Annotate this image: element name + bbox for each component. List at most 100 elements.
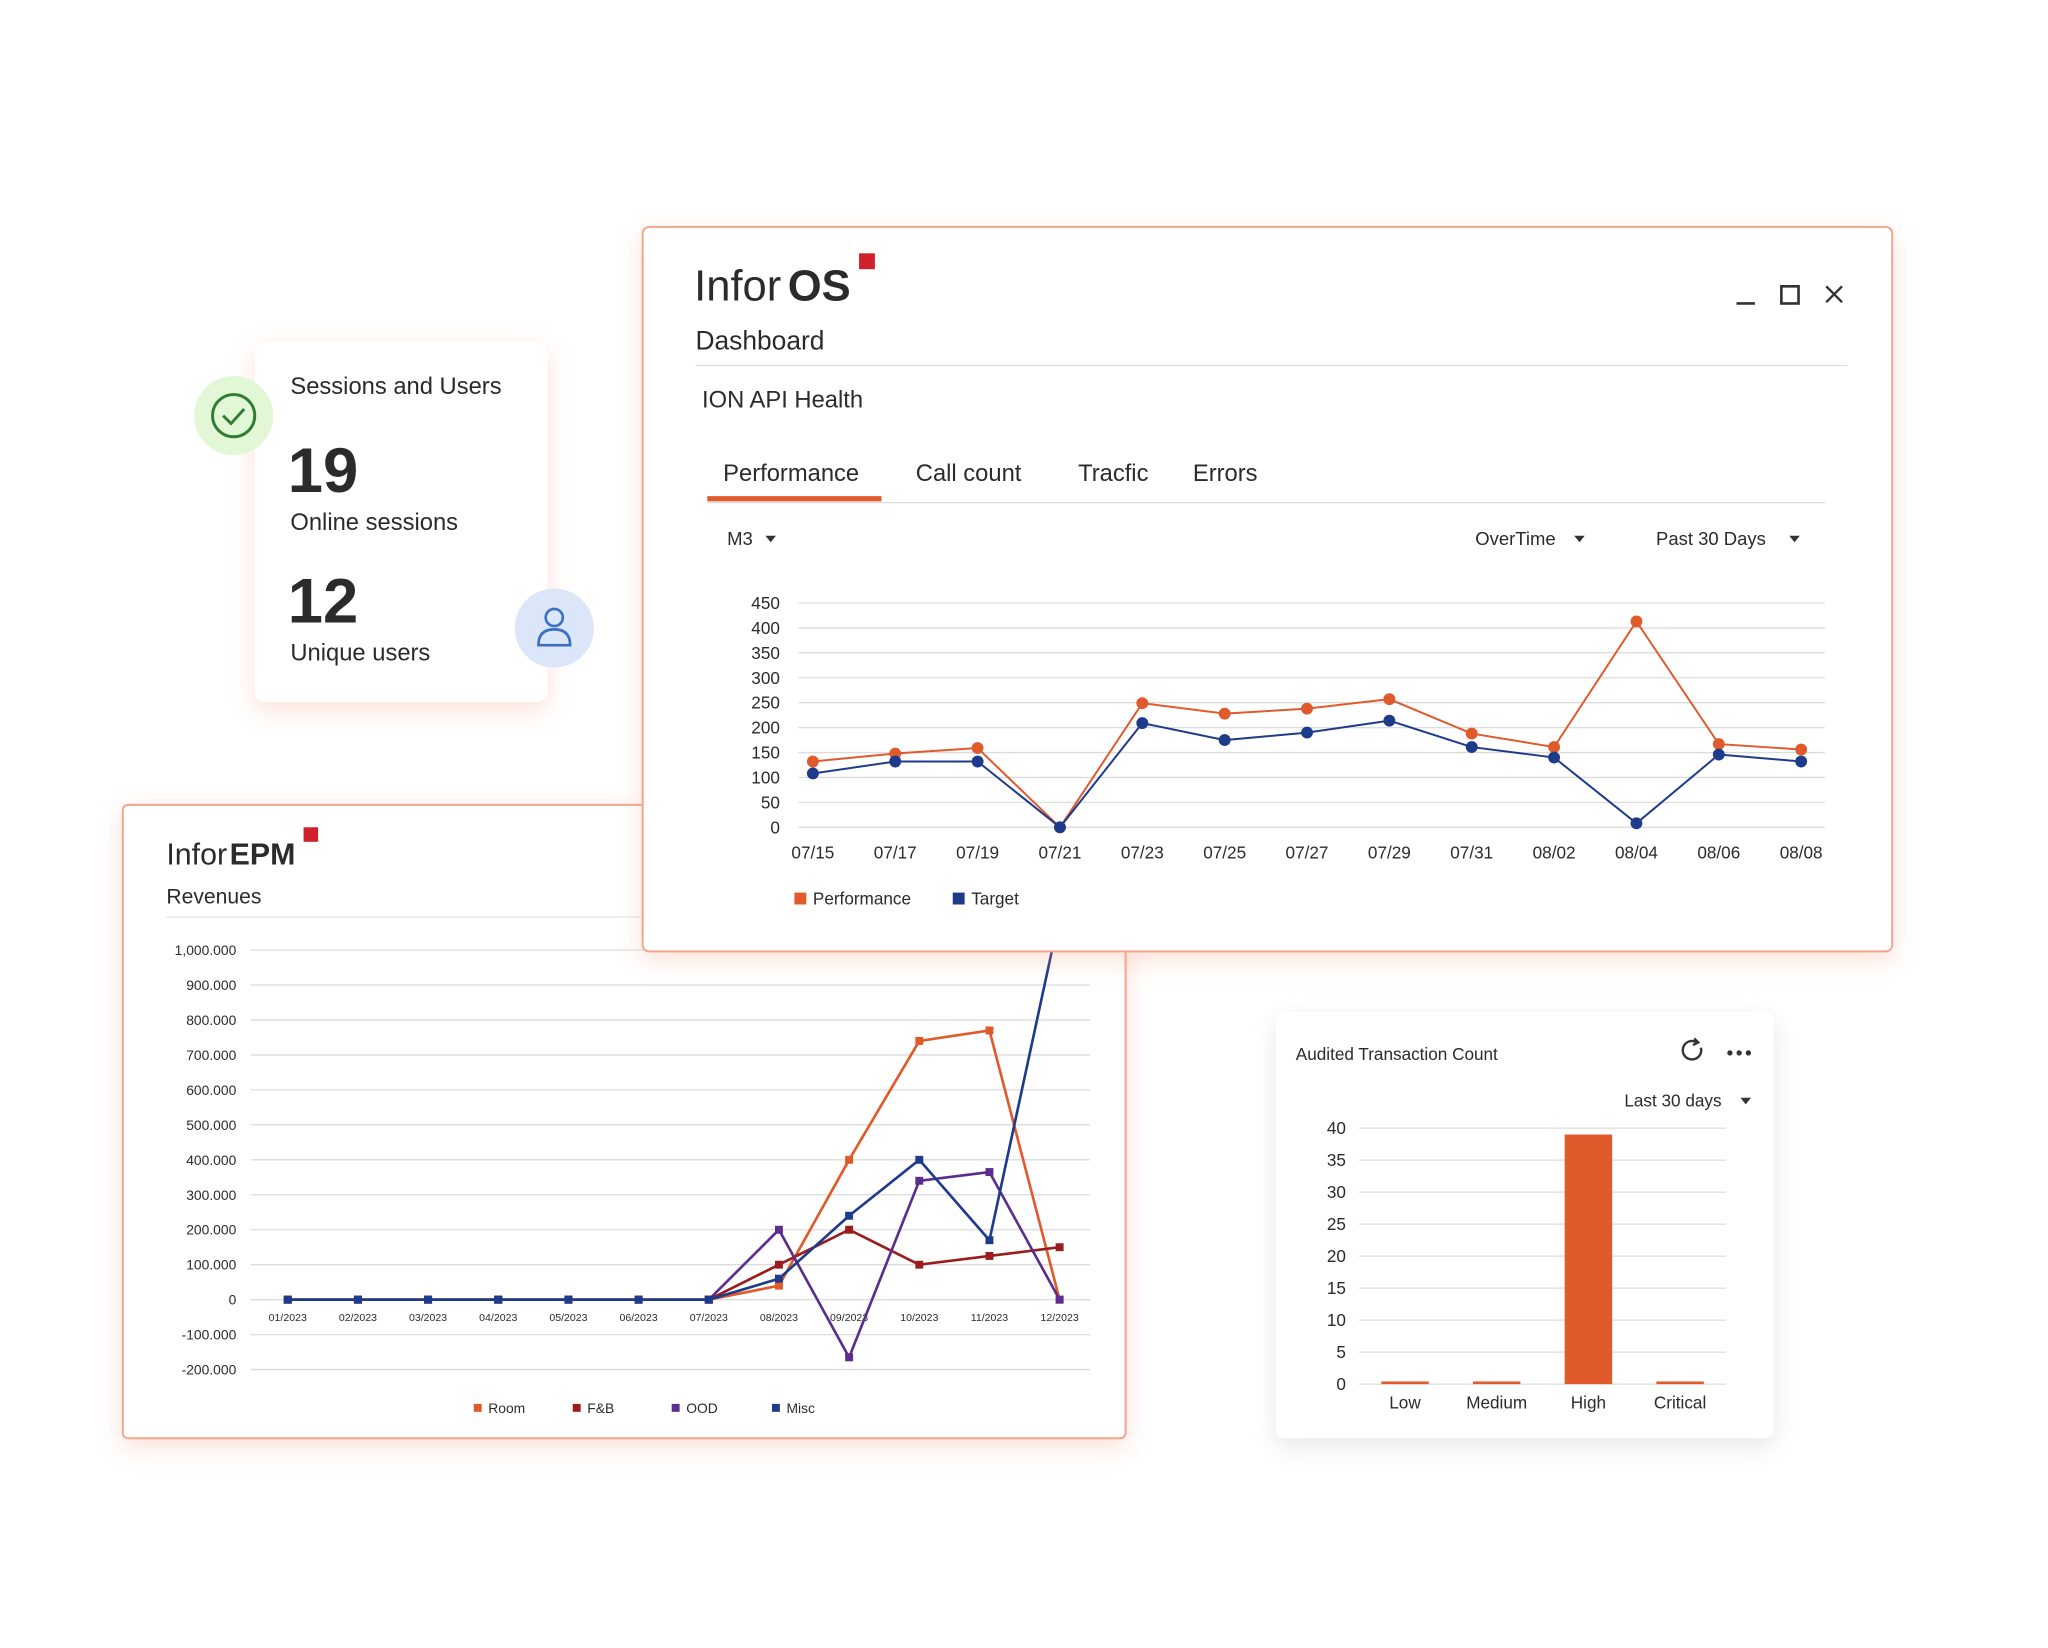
caret (1789, 535, 1800, 543)
data-point (971, 742, 984, 754)
data-point (1548, 751, 1561, 764)
online-label: Online sessions (290, 509, 458, 536)
caret (765, 535, 776, 543)
legend-label: Performance (813, 889, 911, 909)
y-tick-label: 25 (1327, 1214, 1346, 1234)
x-tick-label: 07/19 (956, 842, 999, 862)
more-dot[interactable] (1727, 1050, 1733, 1056)
y-tick-label: -100.000 (182, 1327, 237, 1343)
data-point (1712, 748, 1725, 761)
x-tick-label: 08/2023 (760, 1312, 798, 1324)
close-button[interactable] (1825, 285, 1843, 303)
data-point (1136, 697, 1149, 710)
y-tick-label: 0 (229, 1292, 237, 1308)
x-tick-label: 11/2023 (971, 1312, 1008, 1324)
data-point (806, 755, 819, 768)
filter-dropdown[interactable]: M3 (727, 528, 753, 549)
y-tick-label: 0 (1336, 1374, 1346, 1394)
x-tick-label: 07/23 (1121, 842, 1164, 862)
y-tick-label: 250 (751, 693, 780, 713)
caret (1740, 1097, 1752, 1105)
epm-window: Infor EPM Revenues -200.000 -100.000 0 100.… (121, 803, 1127, 1440)
x-tick-label: 07/17 (874, 842, 917, 862)
x-tick-label: 07/15 (791, 842, 834, 862)
data-point (424, 1295, 433, 1304)
series-line (287, 914, 1061, 1301)
y-tick-label: 30 (1327, 1182, 1346, 1202)
filter-dropdown[interactable]: Past 30 Days (1656, 528, 1766, 549)
y-tick-label: 900.000 (186, 977, 236, 993)
x-tick-label: 12/2023 (1041, 1312, 1079, 1324)
online-count: 19 (288, 436, 358, 506)
legend-label: Target (971, 889, 1019, 909)
bar (1472, 1381, 1521, 1385)
y-tick-label: 0 (770, 817, 780, 837)
data-point (1218, 734, 1231, 747)
unique-label: Unique users (290, 640, 430, 667)
data-point (915, 1036, 924, 1045)
filter-dropdown[interactable]: Last 30 days (1624, 1090, 1721, 1110)
x-tick-label: 05/2023 (549, 1312, 587, 1324)
logo-square (303, 827, 319, 842)
active-tab-indicator (707, 496, 882, 502)
data-point (1795, 755, 1808, 768)
refresh-icon[interactable] (1681, 1039, 1703, 1061)
y-tick-label: 10 (1327, 1310, 1346, 1330)
tab[interactable]: Tracfic (1078, 460, 1148, 487)
y-tick-label: 5 (1336, 1342, 1346, 1362)
product: OS (788, 262, 851, 310)
x-tick-label: Critical (1654, 1393, 1706, 1413)
data-point (634, 1295, 643, 1304)
data-point (353, 1295, 362, 1304)
data-point (774, 1260, 783, 1269)
sessions-card: Sessions and Users 19 Online sessions 12… (194, 341, 594, 702)
logo-square (859, 253, 875, 270)
y-tick-label: 400.000 (186, 1152, 236, 1168)
y-tick-label: 150 (751, 743, 780, 763)
brand: Infor (694, 262, 781, 310)
maximize-button[interactable] (1780, 285, 1800, 305)
x-tick-label: 07/25 (1203, 842, 1246, 862)
card-title: Sessions and Users (290, 373, 501, 400)
bar (1381, 1381, 1429, 1385)
y-tick-label: 15 (1327, 1278, 1346, 1298)
data-point (889, 755, 902, 768)
y-tick-label: 500.000 (186, 1117, 236, 1133)
x-tick-label: 10/2023 (900, 1312, 938, 1324)
y-tick-label: 1,000.000 (175, 942, 237, 958)
y-tick-label: 600.000 (186, 1082, 236, 1098)
data-point (1548, 741, 1561, 753)
data-point (985, 1251, 994, 1260)
data-point (1301, 702, 1313, 715)
y-tick-label: 800.000 (186, 1012, 236, 1028)
chart-title: Revenues (166, 886, 261, 909)
data-point (1630, 615, 1643, 628)
window-bg (641, 225, 1894, 953)
y-tick-label: 300 (751, 668, 780, 688)
data-point (915, 1176, 924, 1185)
data-point (774, 1281, 783, 1290)
y-tick-label: 20 (1327, 1246, 1346, 1266)
legend-swatch (572, 1403, 581, 1412)
caret (1574, 535, 1585, 543)
chart-title: ION API Health (702, 386, 863, 413)
tab[interactable]: Performance (723, 460, 859, 487)
y-tick-label: 450 (751, 593, 780, 613)
filter-dropdown[interactable]: OverTime (1475, 528, 1555, 549)
legend-swatch (771, 1403, 780, 1412)
tab[interactable]: Errors (1193, 460, 1258, 487)
legend-label: Misc (786, 1400, 815, 1416)
data-point (845, 1225, 854, 1234)
data-point (704, 1295, 713, 1304)
data-point (845, 1155, 854, 1164)
data-point (915, 1155, 924, 1164)
plot: -200.000 -100.000 0 100.000 200.000 300.000 40… (175, 911, 1090, 1416)
brand: Infor (166, 839, 227, 872)
x-tick-label: 07/29 (1368, 842, 1411, 862)
tab[interactable]: Call count (916, 460, 1022, 487)
x-tick-label: 01/2023 (269, 1312, 307, 1324)
x-tick-label: 08/02 (1533, 842, 1576, 862)
window-bg (121, 803, 1127, 1440)
y-tick-label: 40 (1327, 1118, 1346, 1138)
